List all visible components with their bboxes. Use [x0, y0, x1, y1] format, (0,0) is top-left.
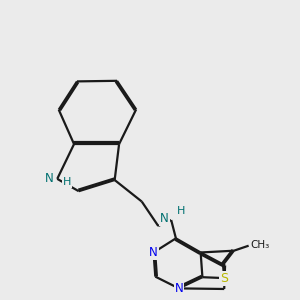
Text: N: N	[149, 246, 158, 259]
Text: CH₃: CH₃	[250, 240, 269, 250]
Text: N: N	[175, 282, 183, 295]
Text: N: N	[45, 172, 53, 185]
Text: S: S	[220, 272, 228, 285]
Text: H: H	[62, 177, 71, 188]
Text: N: N	[160, 212, 169, 225]
Text: H: H	[177, 206, 186, 216]
